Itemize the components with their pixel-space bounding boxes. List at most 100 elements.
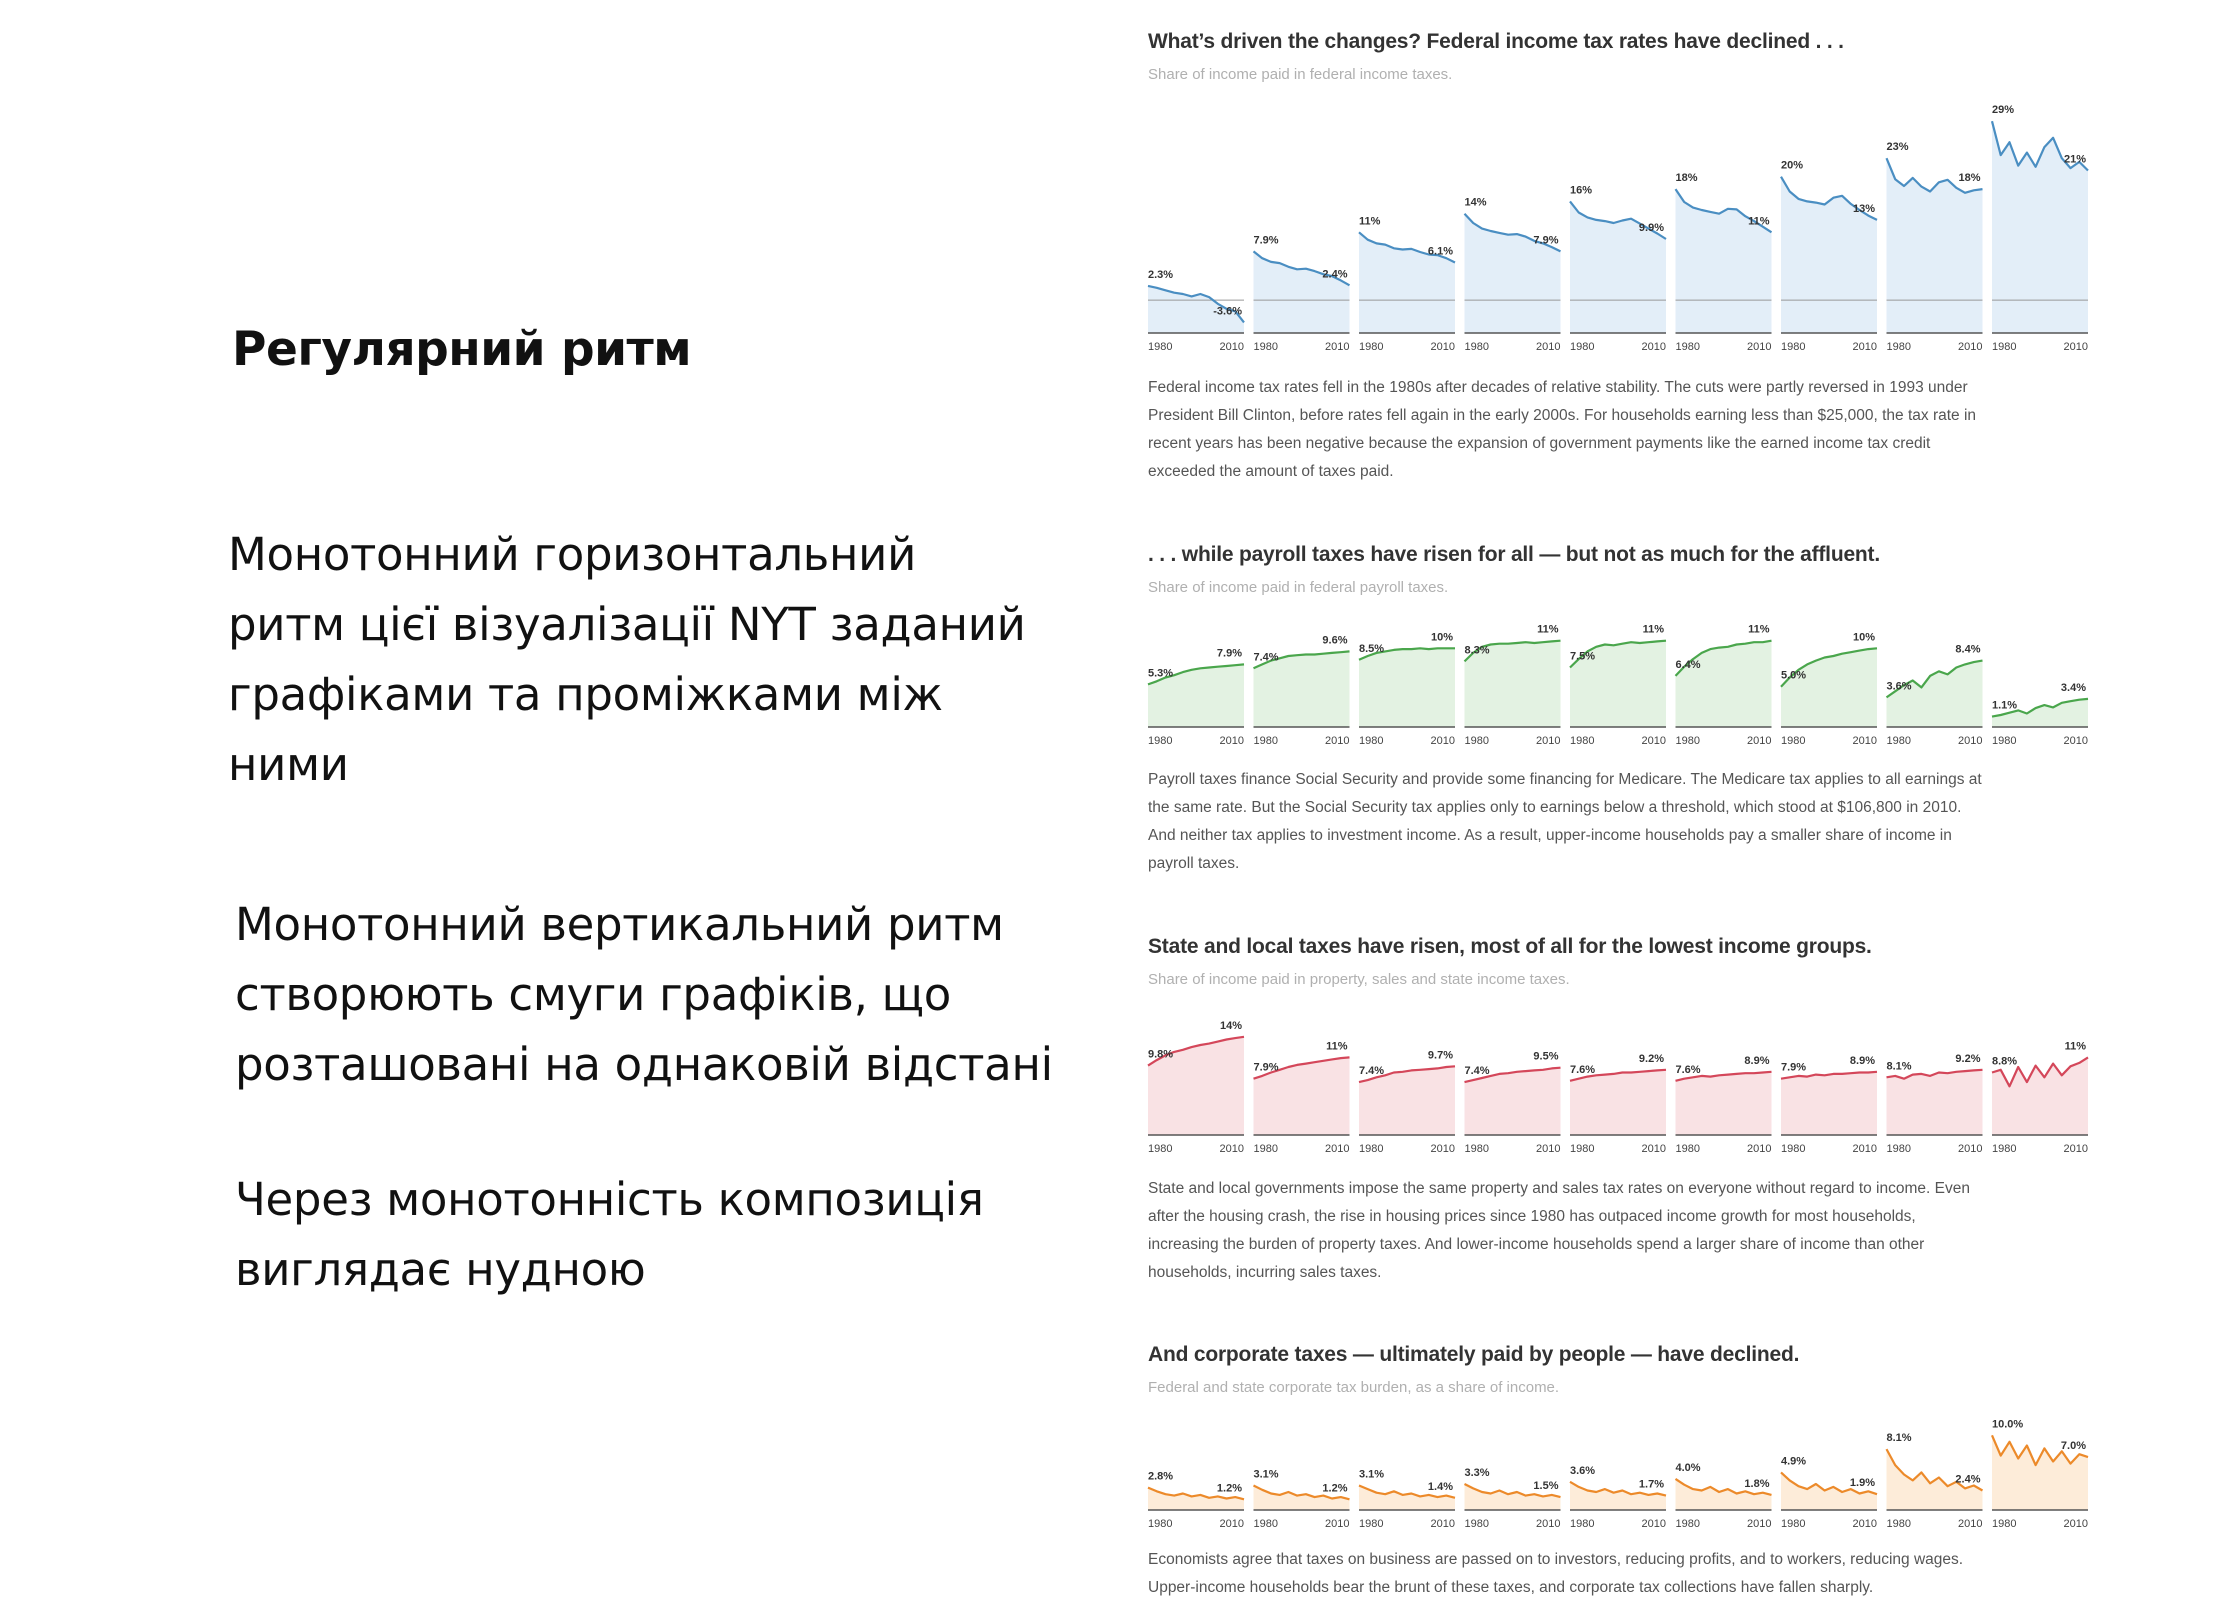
start-value-label: 7.4% <box>1254 651 1279 663</box>
end-value-label: 7.0% <box>2061 1440 2086 1452</box>
end-value-label: 11% <box>1537 624 1559 636</box>
tick-label: 1980 <box>1676 735 1700 747</box>
paragraph-line: Монотонний вертикальний ритм <box>235 898 1004 951</box>
area-fill <box>1675 189 1772 333</box>
tick-label: 2010 <box>1642 1143 1666 1155</box>
end-value-label: 9.9% <box>1639 222 1664 234</box>
area-fill <box>1675 640 1772 727</box>
tick-label: 1980 <box>1781 341 1805 353</box>
income-tax-subtitle: Share of income paid in federal income t… <box>1148 66 1453 83</box>
tick-label: 1980 <box>1887 1518 1911 1530</box>
area-fill <box>1359 1485 1455 1510</box>
start-value-label: 3.6% <box>1570 1465 1595 1477</box>
tick-label: 2010 <box>1431 1518 1455 1530</box>
series-line <box>1675 1070 1772 1082</box>
end-value-label: 11% <box>1643 624 1665 636</box>
series-line <box>1674 639 1772 677</box>
tick-label: 2010 <box>1747 341 1771 353</box>
description-line: payroll taxes. <box>1148 855 1240 872</box>
paragraph-line: Монотонний горизонтальний <box>228 528 917 581</box>
tick-label: 2010 <box>1958 1143 1982 1155</box>
area-fill <box>1253 251 1350 333</box>
state-tax-description: State and local governments impose the s… <box>1148 1175 2108 1287</box>
paragraph-vertical-rhythm: Монотонний вертикальний ритм створюють с… <box>235 890 1053 1100</box>
tick-label: 2010 <box>1642 1518 1666 1530</box>
end-value-label: 11% <box>1748 215 1770 227</box>
tick-label: 1980 <box>1676 1143 1700 1155</box>
series-line <box>1674 188 1773 234</box>
payroll-tax-chart: 1980 2010 5.3% 7.9% 1980 2010 7.4% 9.6% 1980 2010… <box>1147 624 2089 747</box>
tick-label: 2010 <box>1747 1143 1771 1155</box>
start-value-label: 2.3% <box>1148 269 1173 281</box>
start-value-label: 3.3% <box>1465 1467 1490 1479</box>
area-fill <box>1570 1069 1666 1135</box>
tick-label: 1980 <box>1359 1518 1383 1530</box>
series-line <box>1885 659 1983 699</box>
series-line <box>1253 1056 1350 1080</box>
series-line <box>1358 647 1455 661</box>
series-line <box>1147 284 1245 324</box>
end-value-label: 8.9% <box>1744 1055 1769 1067</box>
start-value-label: 5.0% <box>1781 670 1806 682</box>
area-fill <box>1886 1069 1983 1135</box>
end-value-label: 7.9% <box>1217 647 1242 659</box>
corporate-tax-chart: 1980 2010 2.8% 1.2% 1980 2010 3.1% 1.2% 1980 2010… <box>1147 1418 2089 1530</box>
start-value-label: 7.4% <box>1465 1065 1490 1077</box>
series-line <box>1885 1448 1984 1492</box>
series-line <box>1991 697 2089 718</box>
end-value-label: 1.2% <box>1217 1482 1242 1494</box>
description-line: Federal income tax rates fell in the 198… <box>1148 379 1968 396</box>
area-fill <box>1148 1487 1244 1510</box>
series-line <box>1252 250 1351 287</box>
start-value-label: 9.8% <box>1148 1049 1173 1061</box>
tick-label: 1980 <box>1359 1143 1383 1155</box>
tick-label: 1980 <box>1992 1143 2016 1155</box>
tick-label: 2010 <box>1642 341 1666 353</box>
end-value-label: 11% <box>2065 1040 2087 1052</box>
paragraph-monotony: Через монотонність композиція виглядає н… <box>235 1165 984 1305</box>
end-value-label: 11% <box>1748 624 1770 636</box>
start-value-label: 7.5% <box>1570 651 1595 663</box>
tick-label: 1980 <box>1570 735 1594 747</box>
start-value-label: 16% <box>1570 184 1592 196</box>
tick-label: 1980 <box>1570 341 1594 353</box>
series-line <box>1886 1068 1983 1080</box>
start-value-label: 10.0% <box>1992 1418 2023 1430</box>
area-fill <box>1570 1481 1666 1510</box>
series-line <box>1674 1477 1772 1496</box>
area-fill <box>1253 1057 1350 1135</box>
tick-label: 1980 <box>1148 735 1172 747</box>
tick-label: 1980 <box>1148 1143 1172 1155</box>
start-value-label: 3.1% <box>1254 1468 1279 1480</box>
tick-label: 1980 <box>1676 341 1700 353</box>
income-tax-chart: 1980 2010 2.3% -3.6% 1980 2010 7.9% 2.4% 1980 201… <box>1147 104 2089 353</box>
tick-label: 2010 <box>1220 1518 1244 1530</box>
end-value-label: 11% <box>1326 1040 1348 1052</box>
paragraph-line: ними <box>228 738 349 791</box>
tick-label: 1980 <box>1781 1518 1805 1530</box>
description-line: President Bill Clinton, before rates fel… <box>1148 407 1977 424</box>
area-fill <box>1359 232 1455 333</box>
tick-label: 1980 <box>1254 735 1278 747</box>
start-value-label: 14% <box>1465 197 1487 209</box>
end-value-label: 2.4% <box>1322 268 1347 280</box>
tick-label: 2010 <box>1220 1143 1244 1155</box>
description-line: recent years has been negative because t… <box>1148 435 1931 452</box>
start-value-label: 7.9% <box>1254 234 1279 246</box>
area-fill <box>1675 1071 1772 1135</box>
tick-label: 2010 <box>1431 735 1455 747</box>
start-value-label: 5.3% <box>1148 667 1173 679</box>
paragraph-line: розташовані на однаковій відстані <box>235 1038 1053 1091</box>
area-fill <box>1992 121 2088 333</box>
start-value-label: 7.9% <box>1781 1062 1806 1074</box>
start-value-label: 7.6% <box>1570 1064 1595 1076</box>
tick-label: 1980 <box>1359 735 1383 747</box>
series-line <box>1463 212 1561 253</box>
description-line: And neither tax applies to investment in… <box>1148 827 1952 844</box>
tick-label: 1980 <box>1570 1518 1594 1530</box>
area-fill <box>1781 648 1877 727</box>
payroll-tax-subtitle: Share of income paid in federal payroll … <box>1148 579 1449 596</box>
area-fill <box>1781 1071 1877 1135</box>
end-value-label: 8.9% <box>1850 1055 1875 1067</box>
tick-label: 1980 <box>1887 735 1911 747</box>
